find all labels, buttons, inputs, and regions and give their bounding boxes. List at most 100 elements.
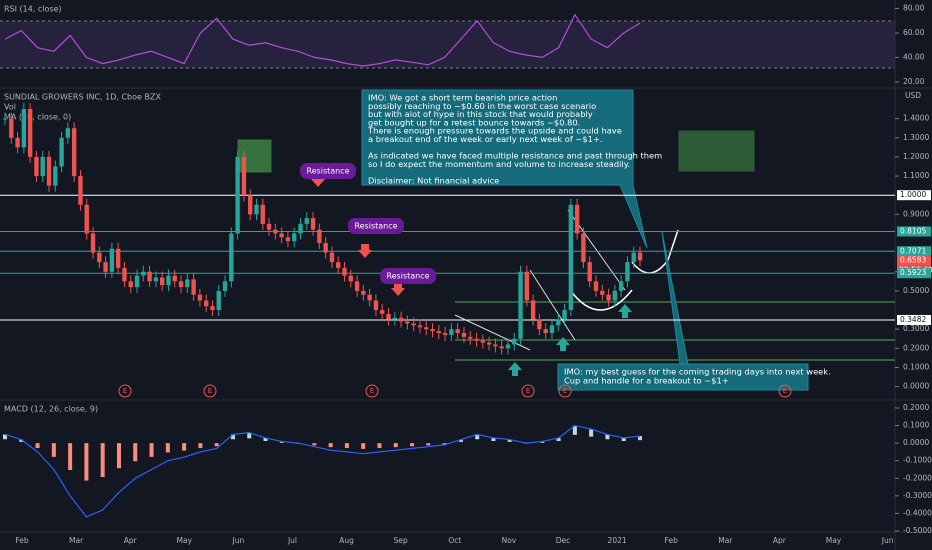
currency: USD xyxy=(905,91,921,100)
up-arrow xyxy=(556,337,570,351)
candle xyxy=(178,281,184,288)
callout-text: IMO: my best guess for the coming tradin… xyxy=(564,367,831,377)
price-tag xyxy=(897,268,931,279)
macd-bar xyxy=(214,443,219,447)
candle xyxy=(612,290,618,301)
candle xyxy=(631,252,636,263)
earnings-label: E xyxy=(370,387,374,395)
callout-text: As indicated we have faced multiple resi… xyxy=(368,151,662,161)
macd-bar xyxy=(279,441,284,443)
candle xyxy=(292,233,297,242)
candle xyxy=(486,342,492,345)
callout-text: There is enough pressure towards the ups… xyxy=(367,126,622,136)
candle xyxy=(398,317,404,322)
candle xyxy=(141,271,146,276)
candle xyxy=(122,267,127,282)
candle xyxy=(9,118,14,138)
candle xyxy=(310,218,316,230)
candle xyxy=(436,331,442,334)
candle xyxy=(348,275,353,282)
y-tick-label: 60.00 xyxy=(903,28,925,37)
macd-bar xyxy=(410,443,415,447)
candle xyxy=(260,204,265,224)
rsi-title: RSI (14, close) xyxy=(4,5,62,14)
x-tick-label: Oct xyxy=(448,536,461,545)
macd-bar xyxy=(165,443,170,453)
candle xyxy=(505,344,511,349)
macd-bar xyxy=(377,443,382,449)
price-tag xyxy=(897,246,931,257)
macd-bar xyxy=(638,436,642,441)
macd-title: MACD (12, 26, close, 9) xyxy=(4,405,98,414)
candle xyxy=(134,275,140,288)
candle xyxy=(115,248,121,268)
resistance-box xyxy=(348,218,404,234)
candle xyxy=(637,252,643,261)
candle xyxy=(109,248,115,272)
macd-bar xyxy=(507,439,512,442)
price-tag xyxy=(897,190,931,201)
macd-line xyxy=(4,424,641,518)
y-tick-label: 0.2000 xyxy=(903,343,929,352)
x-tick-label: Jul xyxy=(287,536,297,545)
x-tick-label: Feb xyxy=(665,536,679,545)
y-tick-label: 0.1000 xyxy=(903,421,929,430)
earnings-marker xyxy=(365,384,379,398)
candle xyxy=(90,233,96,253)
earnings-label: E xyxy=(783,387,787,395)
resistance-box xyxy=(380,268,436,284)
candle xyxy=(103,262,108,272)
macd-bar xyxy=(442,443,447,445)
candle xyxy=(216,290,221,311)
earnings-marker xyxy=(558,384,572,398)
x-tick-label: Jun xyxy=(232,536,245,545)
macd-bar xyxy=(84,443,89,481)
x-tick-label: Apr xyxy=(124,536,138,545)
macd-bar xyxy=(426,443,431,446)
price-label: 0.6583 xyxy=(900,256,926,265)
callout-text: but with alot of hype in this stock that… xyxy=(368,109,593,119)
x-tick-label: May xyxy=(177,536,193,545)
candle xyxy=(593,281,599,291)
candle xyxy=(304,218,309,224)
candle xyxy=(424,327,429,330)
price-label: 0.8105 xyxy=(900,226,926,235)
macd-bar xyxy=(263,437,268,442)
candle xyxy=(210,306,215,311)
price-label: 0.7071 xyxy=(900,246,926,255)
price-label: 1.0000 xyxy=(900,190,926,199)
candle xyxy=(361,290,366,295)
candle xyxy=(235,156,240,234)
trend-line xyxy=(454,314,531,351)
candle xyxy=(279,233,284,238)
candle xyxy=(166,275,171,286)
macd-bar xyxy=(475,434,480,440)
candle xyxy=(229,233,234,282)
candle xyxy=(323,243,328,253)
candle xyxy=(625,262,630,282)
candle xyxy=(59,137,64,167)
arrow xyxy=(391,282,405,296)
x-tick-label: Sep xyxy=(394,536,408,545)
candle xyxy=(329,252,335,263)
y-tick-label: 0.9000 xyxy=(903,209,929,218)
y-tick-label: 20.00 xyxy=(903,77,925,86)
candle xyxy=(618,281,624,291)
candle xyxy=(298,223,303,234)
candle xyxy=(512,338,517,345)
candle xyxy=(543,329,548,334)
candle xyxy=(273,229,278,234)
macd-bar xyxy=(198,443,203,449)
x-tick-label: Jun xyxy=(881,536,894,545)
candle xyxy=(449,329,454,335)
macd-bar xyxy=(621,437,626,442)
candle xyxy=(537,319,542,330)
candle xyxy=(380,310,385,314)
y-tick-label: -0.3000 xyxy=(903,491,932,500)
macd-bar xyxy=(361,443,366,449)
candle xyxy=(524,271,530,301)
resistance-label: Resistance xyxy=(386,272,429,281)
y-tick-label: 1.3000 xyxy=(903,133,929,142)
candle xyxy=(159,277,165,286)
